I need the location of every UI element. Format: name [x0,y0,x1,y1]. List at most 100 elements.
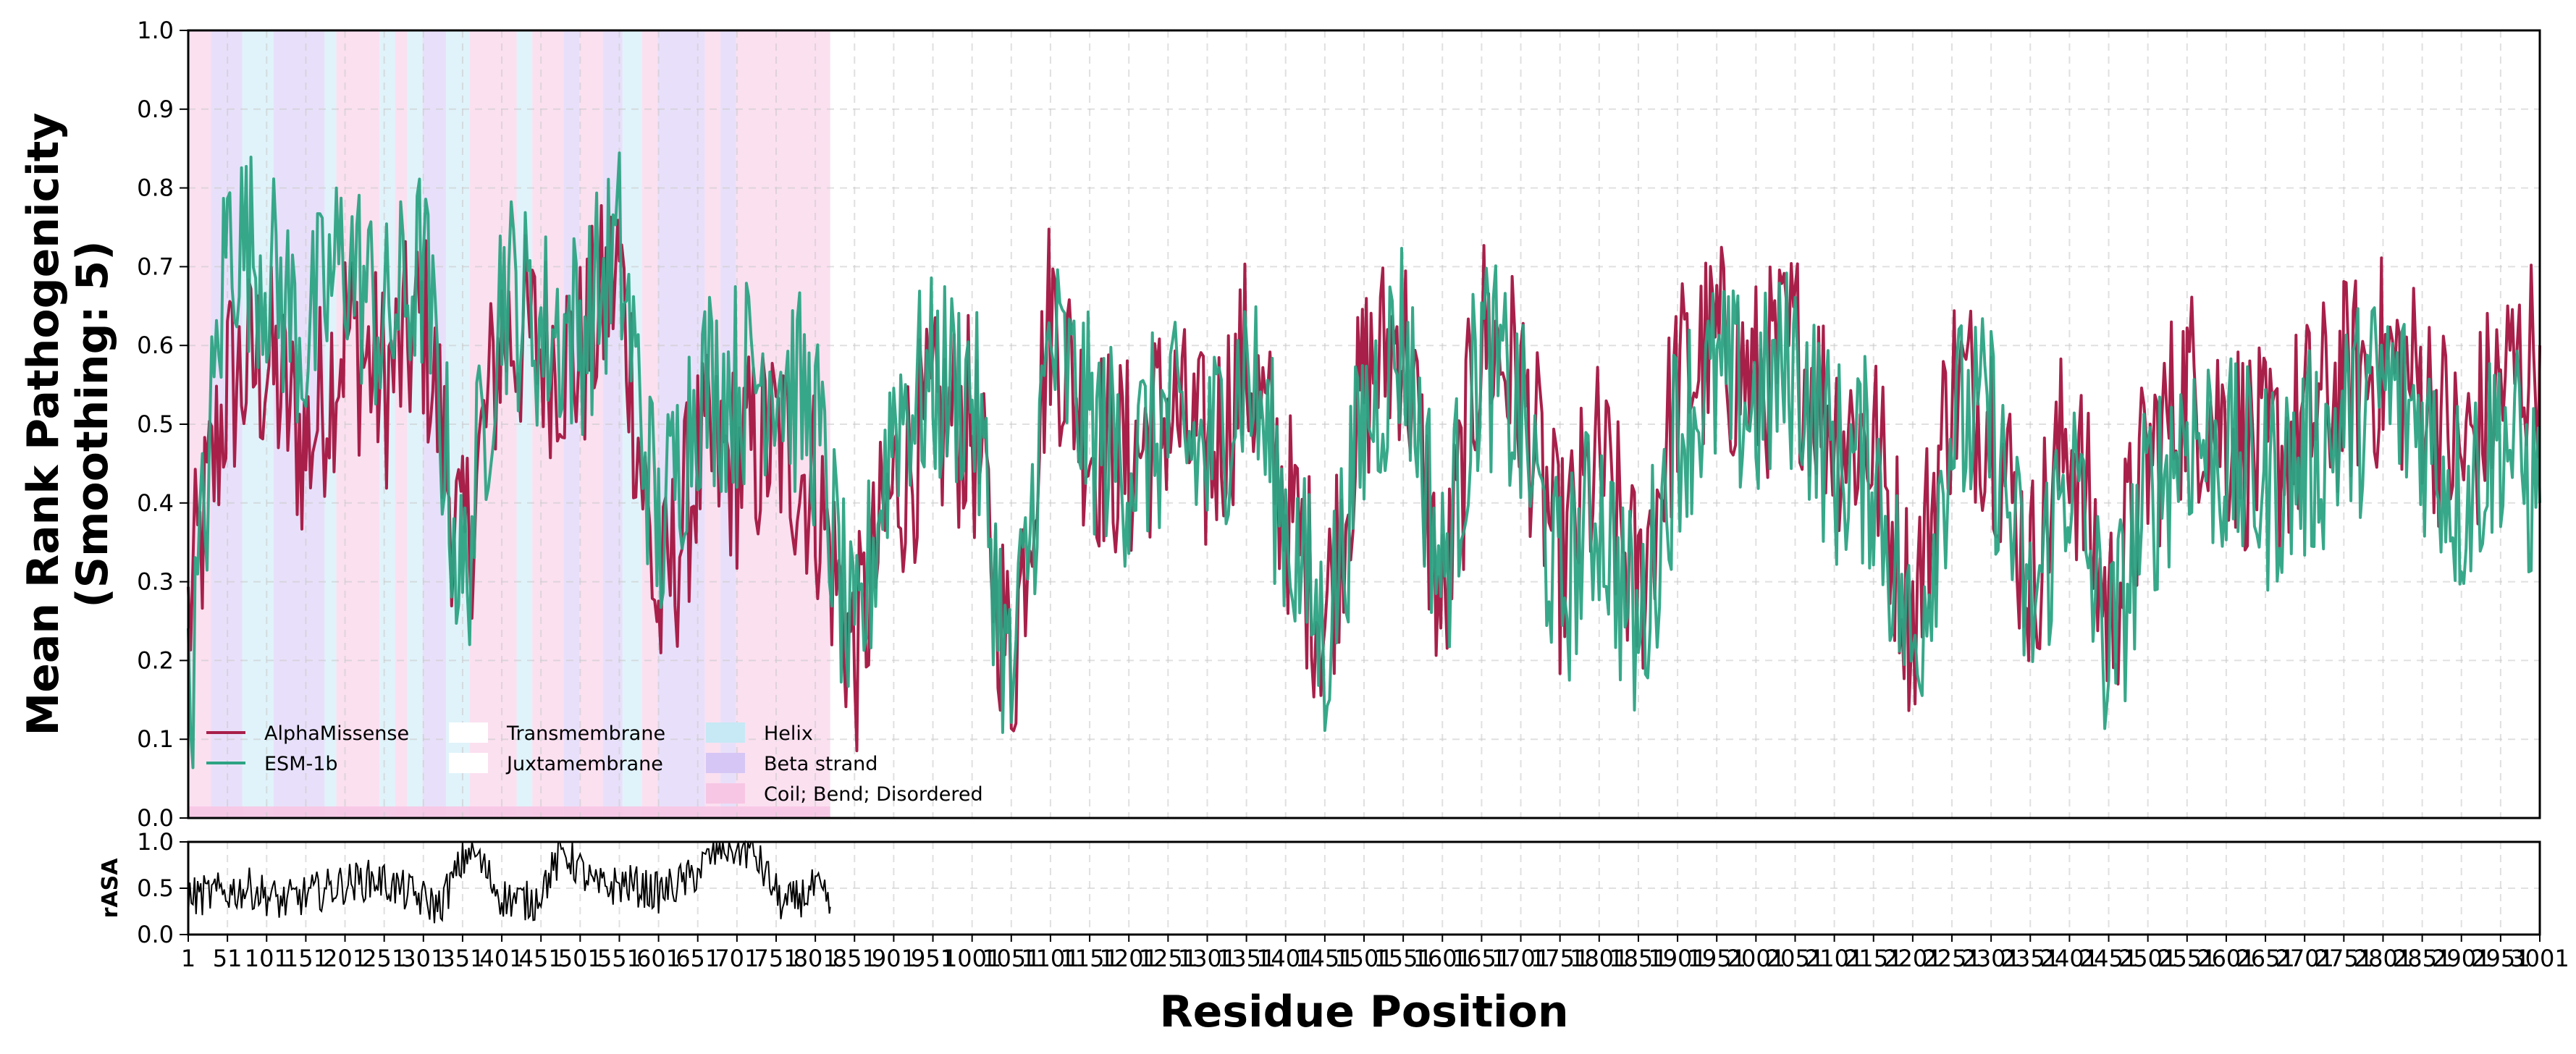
x-tick-labels: 1 51 1011512012513013514014515015516016517… [181,935,2569,972]
x-tick-label: 1101 [1021,945,1079,972]
legend: AlphaMissense ESM-1b Transmembrane Juxtamem… [206,722,983,806]
x-tick-label: 2151 [1844,945,1903,972]
x-tick-label: 301 [401,945,445,972]
y-tick-label: 0.6 [137,332,174,359]
x-tick-label: 251 [362,945,406,972]
rasa-series [188,840,831,924]
x-tick-label: 2301 [1961,945,2020,972]
x-tick-label: 2951 [2471,945,2530,972]
x-tick-label: 1551 [1373,945,1432,972]
x-tick-label: 2251 [1922,945,1981,972]
x-tick-label: 2851 [2393,945,2451,972]
x-tick-label: 2501 [2118,945,2177,972]
x-tick-label: 2451 [2079,945,2138,972]
main-y-ticks: 0.0 0.1 0.2 0.3 0.4 0.5 0.6 0.7 0.8 0.9 1.0 [137,17,188,832]
x-tick-label: 1051 [982,945,1040,972]
legend-structure-swatch [706,753,745,773]
main-series [187,151,2541,770]
structure-band [516,30,533,818]
y-tick-label: 1.0 [137,17,174,44]
x-tick-label: 1601 [1413,945,1472,972]
legend-label: Juxtamembrane [505,753,663,775]
legend-label: Transmembrane [506,722,665,745]
x-tick-label: 1351 [1217,945,1276,972]
x-tick-label: 2101 [1805,945,1864,972]
y-tick-label: 0.7 [137,253,174,280]
y-tick-label: 0.4 [137,489,174,517]
rasa-y-ticks: 0.0 0.5 1.0 [137,828,188,948]
series-line-esm-1b [187,151,2541,770]
x-tick-label: 2551 [2158,945,2216,972]
x-tick-label: 701 [715,945,759,972]
x-tick-label: 1151 [1060,945,1119,972]
legend-label: ESM-1b [264,753,338,775]
y-tick-label: 0.0 [137,921,174,948]
y-tick-label: 0.5 [137,874,174,902]
x-tick-label: 151 [284,945,328,972]
x-tick-label: 2651 [2236,945,2294,972]
y-tick-label: 0.5 [137,410,174,438]
x-tick-label: 1501 [1334,945,1393,972]
y-tick-label: 0.9 [137,96,174,123]
y-tick-label: 0.8 [137,174,174,202]
x-tick-label: 3001 [2510,945,2569,972]
x-tick-label: 1201 [1099,945,1158,972]
x-tick-label: 651 [675,945,720,972]
x-tick-label: 2601 [2197,945,2255,972]
x-tick-label: 1 [181,945,195,972]
x-tick-label: 501 [558,945,602,972]
x-tick-label: 351 [440,945,484,972]
legend-label: Beta strand [764,753,877,775]
legend-label: Helix [764,722,813,745]
x-tick-label: 851 [833,945,877,972]
x-tick-label: 451 [519,945,563,972]
series-line-rasa [188,840,831,924]
x-tick-label: 901 [872,945,916,972]
structure-strip [188,806,830,818]
x-tick-label: 1451 [1295,945,1354,972]
x-tick-label: 1251 [1139,945,1197,972]
x-axis-label: Residue Position [1159,987,1568,1037]
x-tick-label: 551 [597,945,641,972]
x-tick-label: 2351 [2001,945,2060,972]
x-tick-label: 1651 [1452,945,1511,972]
y-tick-label: 0.3 [137,568,174,596]
x-tick-label: 2051 [1766,945,1824,972]
rasa-panel: 0.00.51.0 rASA 1 51 1011512012513013514014… [98,828,2569,1037]
main-panel: 0.0 0.1 0.2 0.3 0.4 0.5 0.6 0.7 0.8 0.9 1.0 Mean R… [18,17,2541,832]
legend-structure-swatch [706,722,745,743]
y-tick-label: 0.1 [137,725,174,753]
x-tick-label: 1951 [1687,945,1746,972]
legend-structure-swatch [706,783,745,804]
main-y-label-line1: Mean Rank Pathogenicity [18,112,69,735]
x-tick-label: 51 [213,945,243,972]
x-tick-label: 1801 [1570,945,1628,972]
x-tick-label: 101 [245,945,289,972]
x-tick-label: 801 [794,945,838,972]
x-tick-label: 1851 [1609,945,1667,972]
x-tick-label: 2001 [1727,945,1785,972]
rasa-y-label: rASA [98,858,123,919]
x-tick-label: 2751 [2315,945,2373,972]
x-tick-label: 1901 [1648,945,1706,972]
x-tick-label: 2201 [1883,945,1942,972]
y-tick-label: 1.0 [137,828,174,856]
x-tick-label: 2801 [2354,945,2412,972]
x-tick-label: 2401 [2040,945,2099,972]
x-tick-label: 1701 [1491,945,1550,972]
x-tick-label: 751 [754,945,798,972]
x-tick-label: 1301 [1178,945,1237,972]
x-tick-label: 1401 [1256,945,1315,972]
y-tick-label: 0.2 [137,646,174,674]
rasa-grid [188,841,2541,935]
x-tick-label: 1751 [1531,945,1589,972]
x-tick-label: 1001 [943,945,1001,972]
x-tick-label: 951 [911,945,955,972]
legend-label: Coil; Bend; Disordered [764,783,983,806]
x-tick-label: 401 [480,945,524,972]
x-tick-label: 2901 [2432,945,2491,972]
x-tick-label: 601 [636,945,681,972]
main-y-label-line2: (Smoothing: 5) [67,240,118,607]
y-tick-label: 0.0 [137,804,174,832]
